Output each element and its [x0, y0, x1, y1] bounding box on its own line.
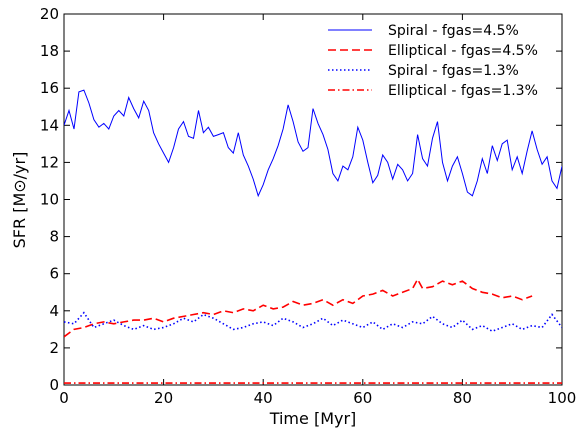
- y-tick-label: 18: [40, 42, 59, 60]
- series-line-1: [64, 277, 533, 338]
- y-tick-label: 20: [40, 5, 59, 23]
- x-tick-label: 100: [548, 389, 577, 407]
- legend-label: Spiral - fgas=4.5%: [388, 23, 519, 39]
- legend-label: Elliptical - fgas=1.3%: [388, 83, 538, 99]
- x-tick-label: 40: [254, 389, 273, 407]
- ticks-layer: 0 20 40 60 80 100 0 2 4 6 8 10 12 14 16 18 20: [40, 5, 576, 407]
- x-tick-label: 80: [453, 389, 472, 407]
- y-tick-label: 16: [40, 79, 59, 97]
- y-tick-label: 0: [49, 376, 59, 394]
- x-tick-label: 20: [154, 389, 173, 407]
- legend-label: Spiral - fgas=1.3%: [388, 63, 519, 79]
- x-tick-label: 0: [59, 389, 69, 407]
- series-line-0: [64, 89, 562, 198]
- y-tick-label: 4: [49, 302, 59, 320]
- y-tick-label: 10: [40, 191, 59, 209]
- legend: Spiral - fgas=4.5% Elliptical - fgas=4.5%…: [328, 23, 538, 99]
- y-tick-label: 12: [40, 153, 59, 171]
- series-layer: [64, 89, 562, 384]
- y-tick-label: 6: [49, 265, 59, 283]
- y-tick-label: 14: [40, 116, 59, 134]
- y-tick-label: 2: [49, 339, 59, 357]
- y-tick-label: 8: [49, 228, 59, 246]
- legend-label: Elliptical - fgas=4.5%: [388, 43, 538, 59]
- y-axis-title: SFR [M⊙/yr]: [10, 152, 29, 249]
- series-line-2: [64, 311, 562, 333]
- x-tick-label: 60: [353, 389, 372, 407]
- x-axis-title: Time [Myr]: [269, 409, 357, 428]
